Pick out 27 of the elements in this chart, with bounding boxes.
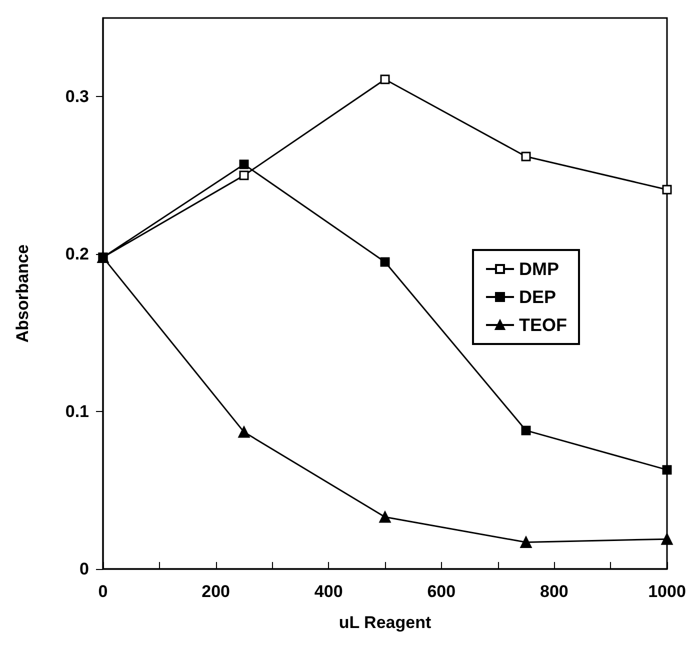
point xyxy=(379,511,391,523)
y-tick-label: 0.3 xyxy=(65,87,89,106)
x-tick-label: 1000 xyxy=(648,582,686,601)
y-tick-label: 0.2 xyxy=(65,244,89,264)
point xyxy=(662,184,672,194)
x-tick-label: 0 xyxy=(98,582,108,601)
x-tick-label: 800 xyxy=(540,582,568,601)
y-tick-label: 0.1 xyxy=(65,402,89,422)
x-tick-label: 600 xyxy=(427,582,456,601)
x-axis-title: uL Reagent xyxy=(338,613,432,632)
point xyxy=(661,533,673,545)
legend-label: DEP xyxy=(519,287,556,307)
x-tick-label: 400 xyxy=(314,582,343,601)
x-tick-label: 200 xyxy=(202,582,230,601)
point xyxy=(238,426,250,438)
y-axis-title: Absorbance xyxy=(13,244,32,343)
point xyxy=(520,536,532,548)
point xyxy=(380,74,390,84)
point xyxy=(239,160,249,170)
point xyxy=(521,152,531,162)
point xyxy=(239,170,249,180)
legend-label: TEOF xyxy=(519,315,568,335)
y-tick-label: 0 xyxy=(80,560,89,578)
point xyxy=(521,426,531,436)
point xyxy=(380,257,390,267)
legend-label: DMP xyxy=(519,259,560,279)
point xyxy=(662,465,672,475)
